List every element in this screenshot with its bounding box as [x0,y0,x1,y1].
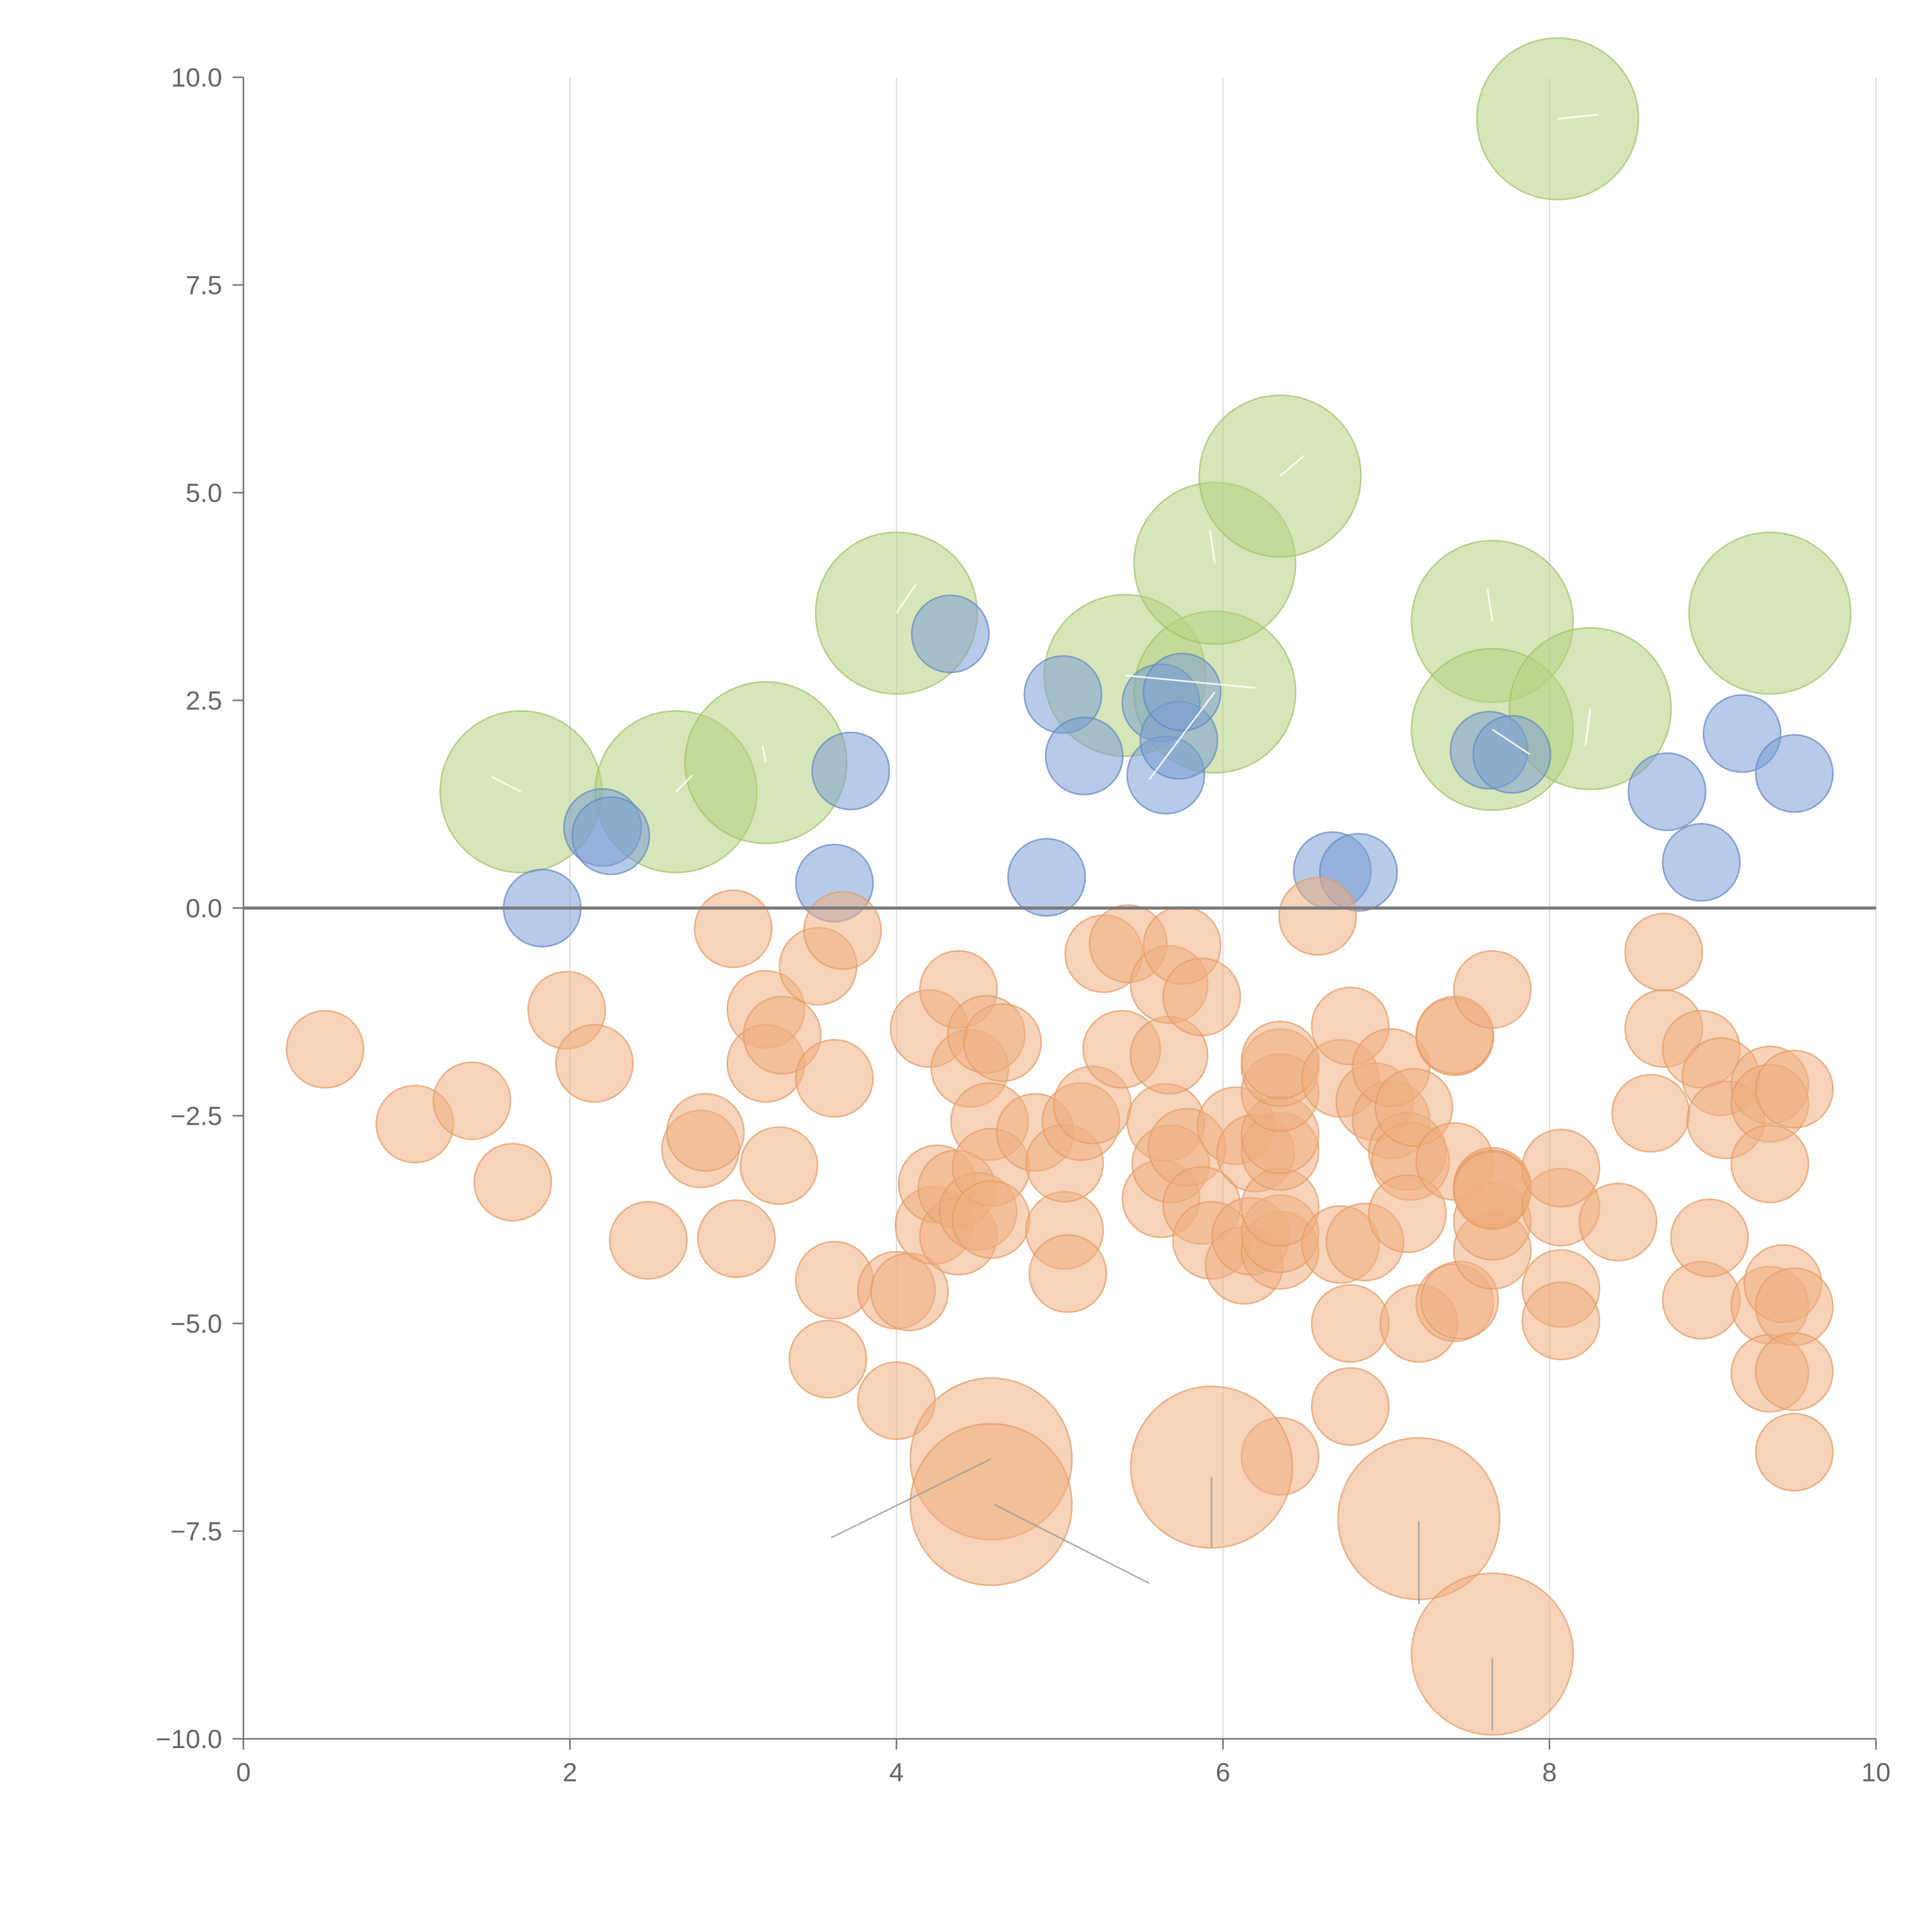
medium-negative-bubble-5 [555,1024,634,1103]
medium-negative-bubble-95 [1521,1129,1600,1208]
x-tick-label-0: 0 [236,1758,251,1787]
medium-negative-bubble-52 [1162,957,1241,1036]
large-positive-leader-line-10 [1557,114,1599,120]
large-positive-leader-line-8 [1486,588,1493,622]
medium-negative-bubble-80 [1368,1174,1447,1253]
medium-negative-bubble-35 [963,1003,1042,1082]
y-tick-label-3: 2.5 [185,686,222,716]
medium-negative-bubble-99 [1611,1074,1690,1153]
medium-negative-bubble-68 [1278,877,1357,956]
medium-positive-bubble-17 [1628,752,1707,831]
medium-negative-bubble-81 [1374,1068,1454,1147]
x-tick-label-4: 8 [1542,1758,1557,1787]
medium-negative-bubble-9 [694,889,773,968]
y-tick-label-2: 5.0 [185,478,222,508]
medium-negative-bubble-3 [473,1143,553,1222]
medium-negative-bubble-115 [1755,1332,1834,1411]
x-tick-label-2: 4 [889,1758,904,1787]
medium-negative-bubble-109 [1730,1124,1810,1204]
y-tick-label-7: −7.5 [170,1517,222,1546]
medium-negative-bubble-14 [739,1126,818,1205]
y-tick-label-6: −5.0 [170,1309,222,1338]
large-positive-leader-line-6 [1209,530,1216,564]
medium-positive-bubble-18 [1662,823,1741,902]
medium-negative-bubble-16 [788,1320,867,1399]
large-positive-leader-line-3 [896,583,917,614]
medium-negative-bubble-8 [666,1093,745,1172]
medium-positive-bubble-2 [571,796,650,875]
large-positive-leader-line-11 [1584,708,1591,747]
large-positive-leader-line-2 [762,746,767,763]
large-positive-leader-line-5 [1149,691,1216,780]
medium-negative-bubble-6 [609,1201,688,1280]
leader-lines [491,114,1599,1731]
medium-negative-bubble-39 [1028,1234,1107,1313]
medium-negative-bubble-71 [1311,1367,1390,1446]
x-tick-label-3: 6 [1216,1758,1230,1787]
large-positive-leader-line-9 [1492,729,1531,755]
large-positive-leader-line-4 [1125,675,1256,689]
medium-negative-bubble-88 [1453,950,1532,1029]
medium-negative-bubble-97 [1521,1281,1600,1361]
medium-positive-bubble-5 [911,594,990,673]
large-positive-leader-line-7 [1279,454,1305,477]
y-tick-label-5: −2.5 [170,1102,222,1131]
medium-negative-bubble-98 [1578,1182,1658,1262]
large-positive-bubble-12 [1688,531,1852,695]
medium-negative-bubble-2 [432,1061,512,1140]
y-tick-label-8: −10.0 [156,1725,222,1754]
x-tick-label-1: 2 [563,1758,577,1787]
medium-negative-bubble-100 [1624,913,1703,992]
medium-positive-bubble-6 [1007,838,1086,917]
medium-negative-bubble-104 [1670,1198,1749,1277]
medium-positive-bubble-12 [1143,653,1222,731]
x-tick-label-5: 10 [1861,1758,1891,1787]
medium-negative-bubble-18 [795,1039,874,1118]
medium-positive-bubble-4 [811,731,890,811]
medium-negative-bubble-13 [743,996,822,1075]
large-negative-bubble-1 [909,1423,1073,1586]
medium-negative-bubble-116 [1755,1413,1834,1492]
y-tick-label-1: 7.5 [185,271,222,300]
large-negative-bubble-4 [1410,1572,1574,1736]
medium-positive-bubble-20 [1755,734,1834,813]
medium-negative-bubble-34 [952,1180,1031,1259]
medium-negative-bubble-10 [697,1199,776,1278]
bubble-series [286,37,1852,1736]
medium-negative-bubble-19 [803,891,882,970]
medium-negative-bubble-0 [286,1010,365,1089]
large-positive-leader-line-0 [491,776,522,793]
y-tick-label-4: 0.0 [185,894,222,923]
large-negative-leader-line-1 [994,1503,1150,1584]
medium-negative-bubble-113 [1755,1049,1834,1129]
medium-negative-bubble-93 [1453,1151,1532,1230]
large-negative-leader-line-0 [831,1458,992,1539]
medium-negative-bubble-72 [1311,1284,1390,1363]
y-tick-label-0: 10.0 [171,63,222,92]
medium-positive-bubble-16 [1472,715,1551,794]
large-positive-leader-line-1 [675,774,693,793]
medium-positive-bubble-8 [1044,716,1124,796]
large-negative-bubble-2 [1130,1385,1293,1549]
axis-ticks: 0 2 4 6 8 10 10.0 7.5 5.0 2.5 0.0 −2.5 −5.0 −7.5 −10.0 [156,63,1891,1787]
